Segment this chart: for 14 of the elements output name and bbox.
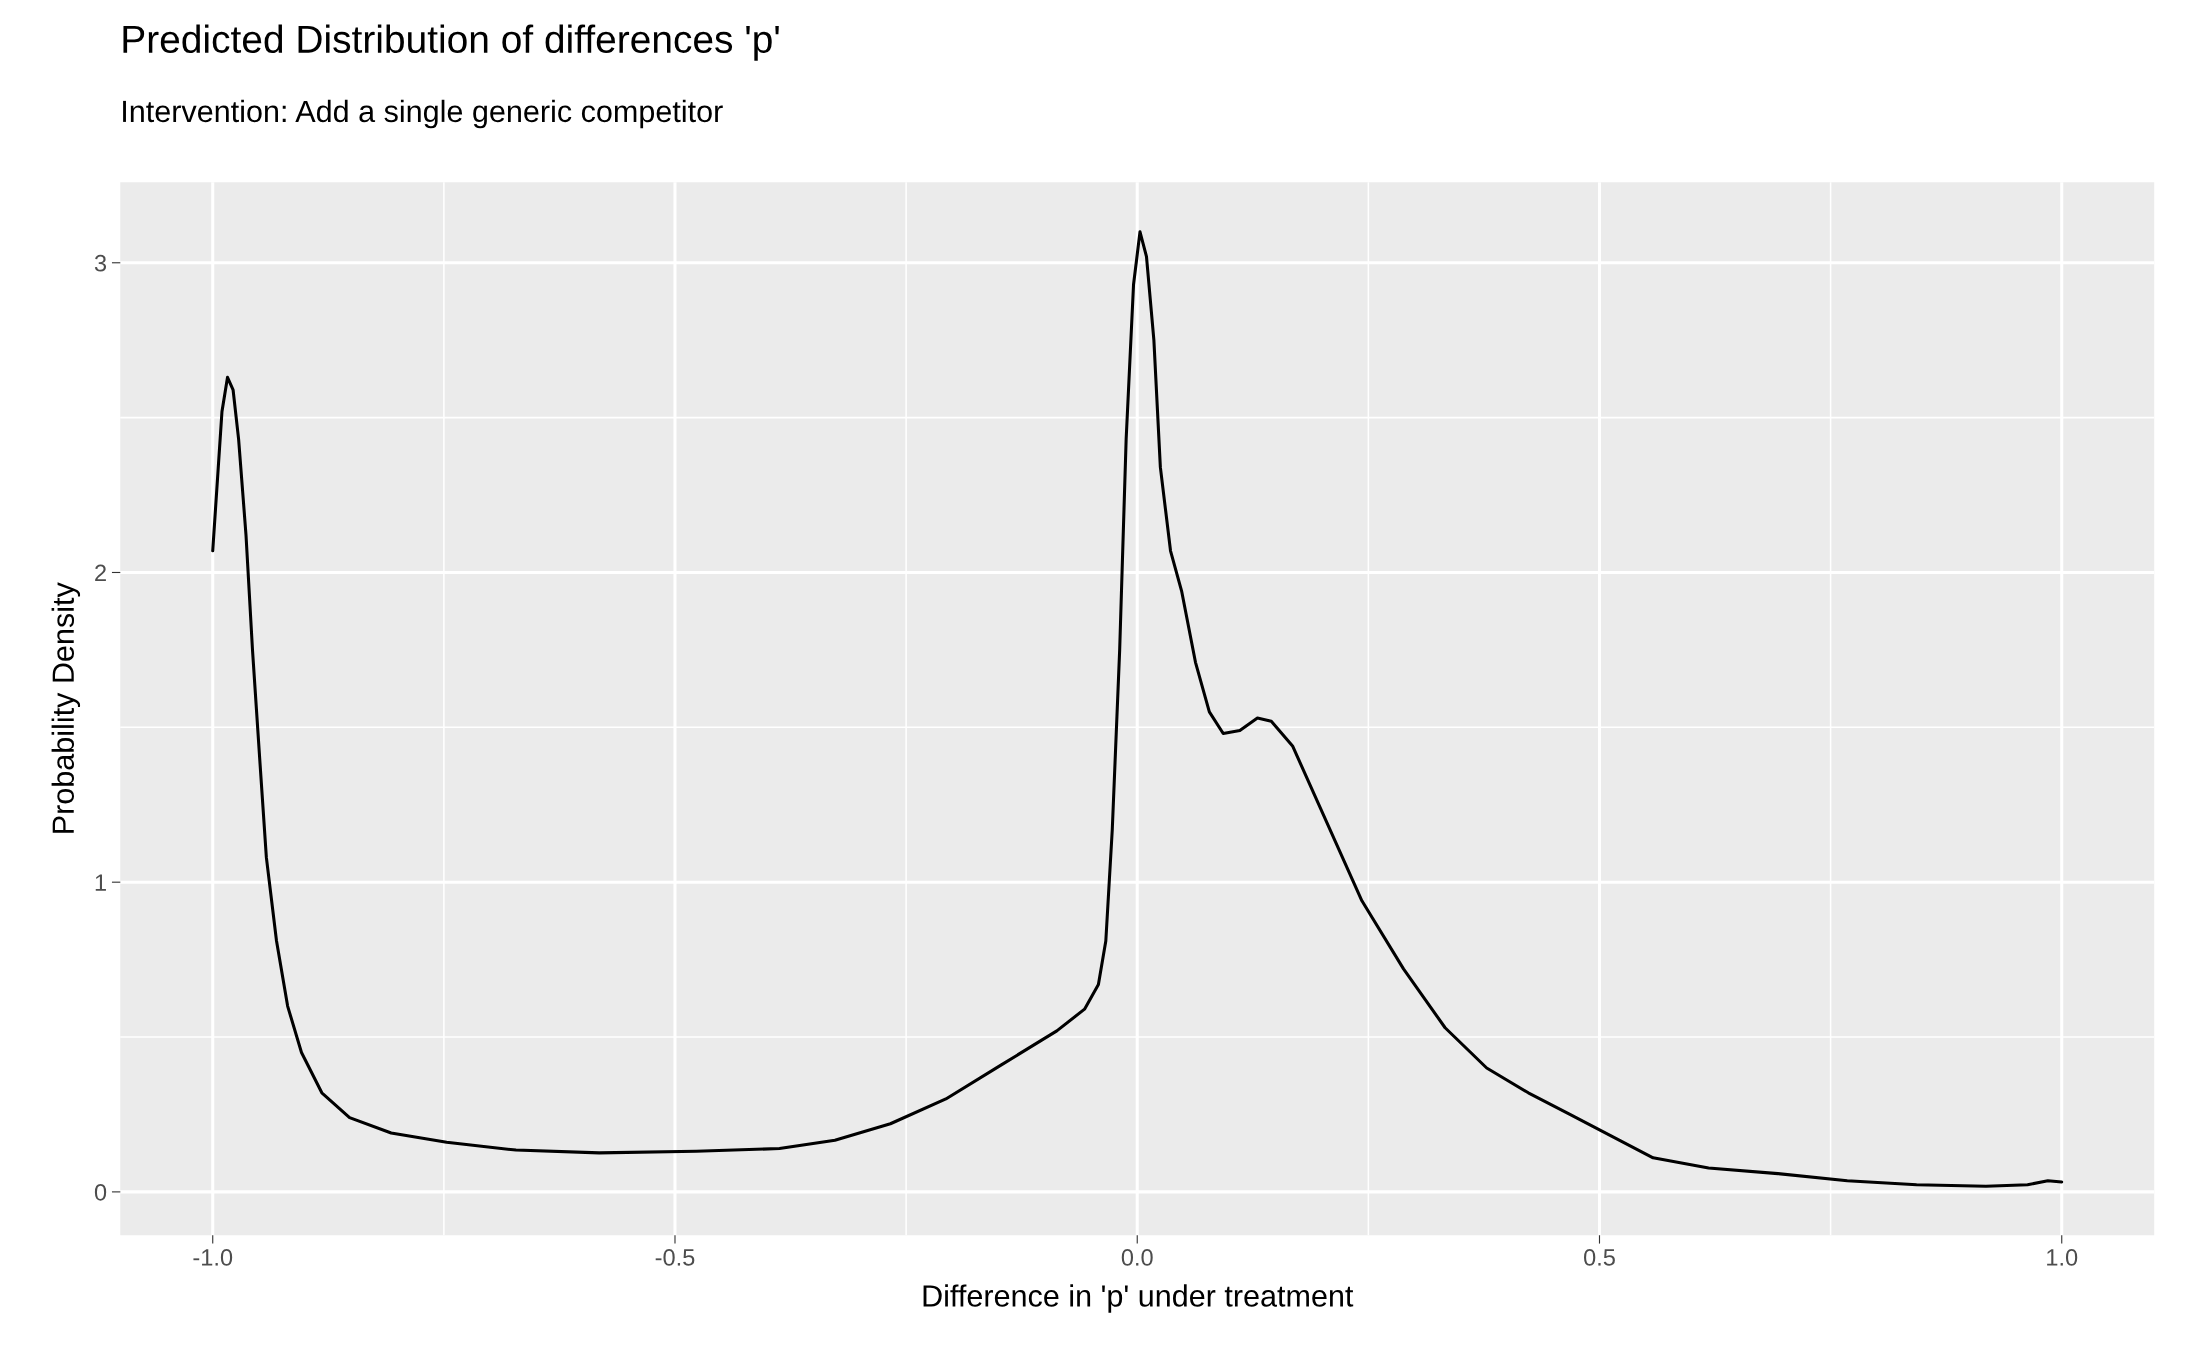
x-tick-label: 0.5 [1584,1249,1615,1266]
x-tick-label: -0.5 [655,1249,695,1266]
y-tick-label: 1 [95,874,106,891]
chart-subtitle: Intervention: Add a single generic competitor [123,99,723,129]
y-tick-label: 2 [95,564,106,582]
x-axis-title: Difference in 'p' under treatment [923,1284,1354,1313]
chart-title: Predicted Distribution of differences 'p' [123,24,779,61]
x-tick-label: -1.0 [193,1249,233,1266]
y-tick-label: 3 [94,254,107,272]
y-tick-label: 0 [94,1183,107,1201]
y-axis-title: Probability Density [51,582,81,833]
line-series [211,230,2064,1188]
x-tick-label: 1.0 [2047,1249,2078,1266]
x-tick-label: 0.0 [1121,1249,1153,1266]
